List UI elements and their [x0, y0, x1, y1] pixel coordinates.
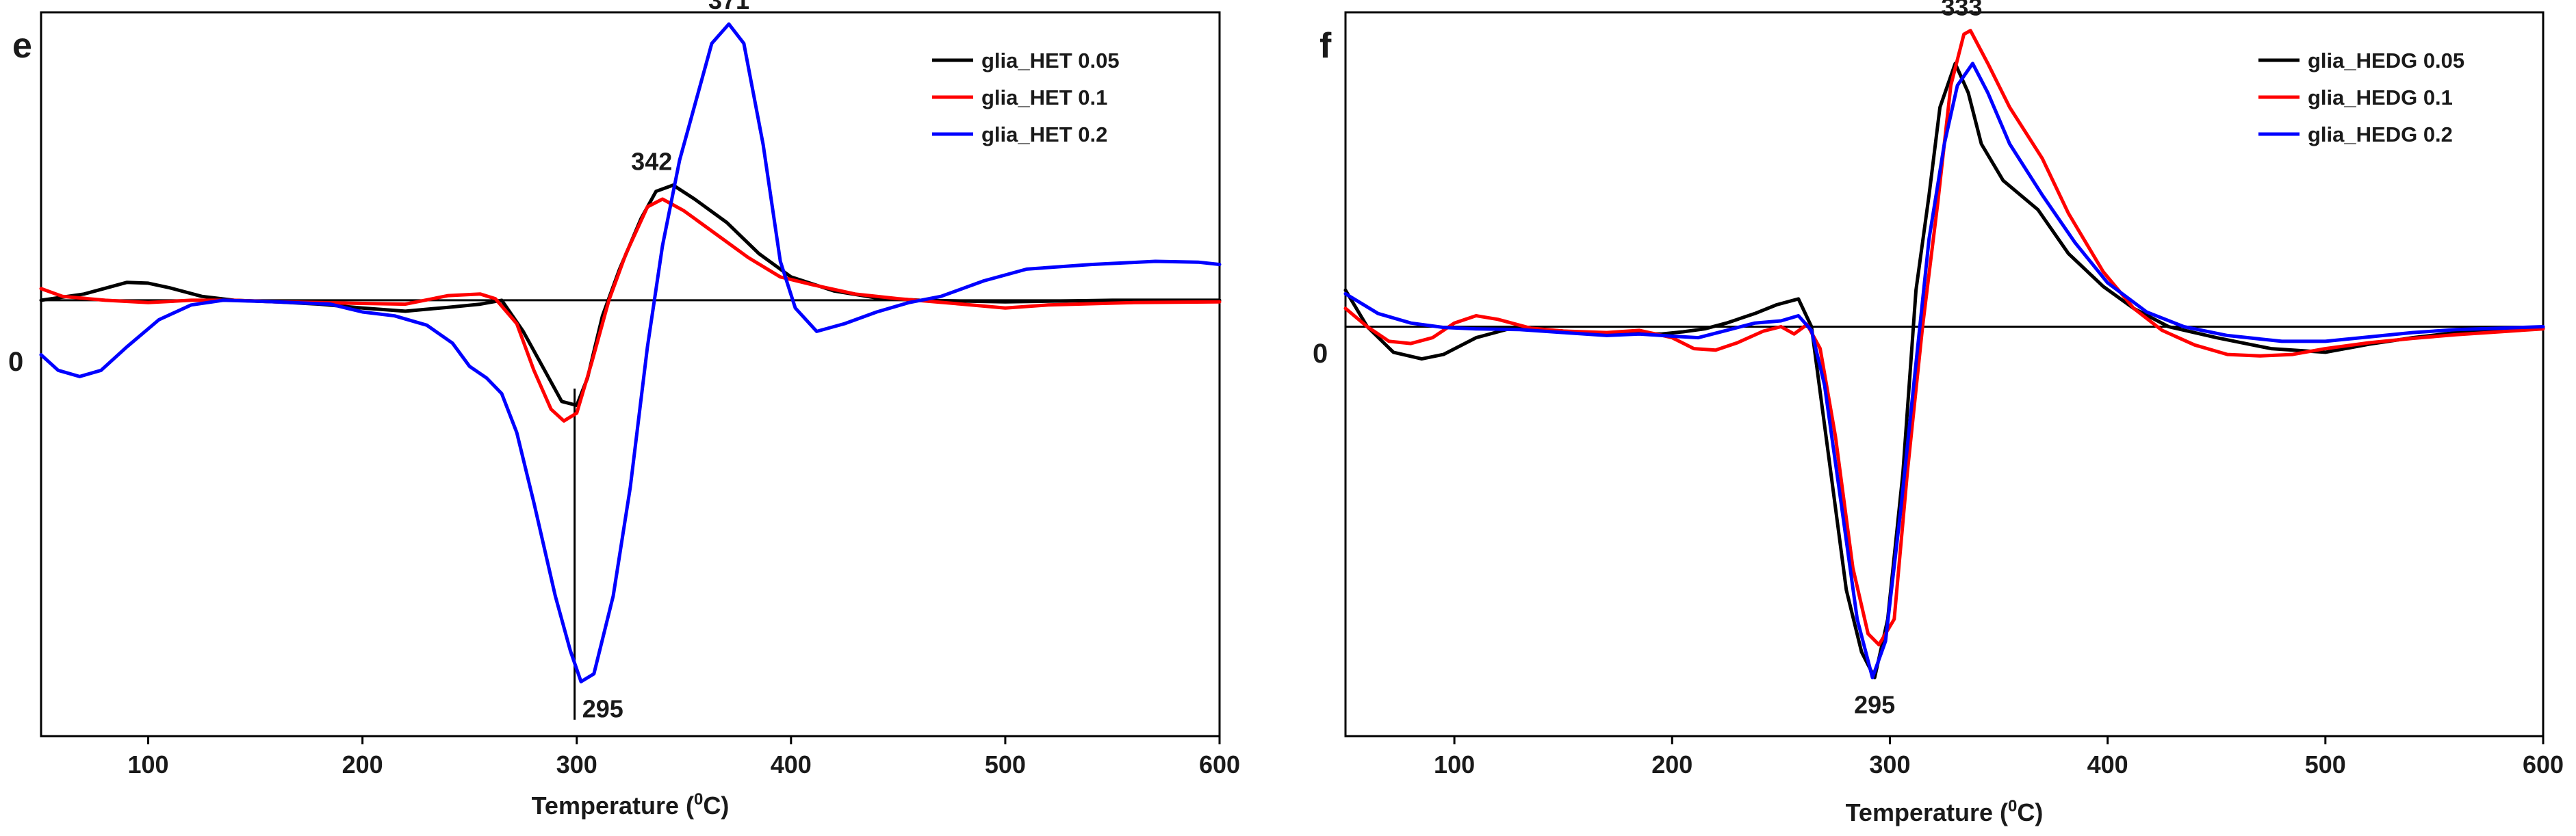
series-group-e	[39, 22, 1222, 683]
x-tick-label: 600	[2523, 750, 2564, 779]
x-tick-label: 400	[771, 750, 812, 779]
annotations-f: 333 295	[1854, 0, 1982, 719]
legend-e: glia_HET 0.05 glia_HET 0.1 glia_HET 0.2	[932, 49, 1120, 146]
x-axis-title-e: Temperature (0C)	[532, 790, 730, 820]
x-tick-label: 100	[1434, 750, 1475, 779]
panel-label-e: e	[12, 26, 32, 66]
series-line-glia_het-0-2	[39, 22, 1222, 683]
panel-e: 100 200 300 400 500 600 371 342 295 glia_HET 0.…	[8, 0, 1240, 820]
peak-annotation: 295	[582, 694, 623, 722]
series-line-glia_het-0-05	[39, 183, 1222, 407]
x-tick-label: 500	[985, 750, 1026, 779]
series-line-glia_het-0-1	[39, 197, 1222, 423]
x-tick-label: 400	[2087, 750, 2128, 779]
legend-f: glia_HEDG 0.05 glia_HEDG 0.1 glia_HEDG 0.2	[2258, 49, 2464, 146]
x-axis-title-f: Temperature (0C)	[1846, 797, 2044, 826]
x-axis-title-end-f: C)	[2017, 798, 2043, 826]
x-axis-title-sup-f: 0	[2008, 797, 2017, 815]
legend-label: glia_HET 0.05	[981, 49, 1120, 73]
plot-frame-e	[40, 11, 1221, 737]
x-tick-label: 600	[1199, 750, 1240, 779]
x-tick-label: 200	[1651, 750, 1692, 779]
x-tick-label: 300	[1869, 750, 1910, 779]
peak-annotation: 295	[1854, 691, 1895, 719]
x-axis-title-main-e: Temperature (	[532, 792, 694, 820]
x-ticks-e: 100 200 300 400 500 600	[128, 736, 1240, 779]
x-axis-title-sup-e: 0	[694, 790, 703, 809]
legend-label: glia_HET 0.1	[981, 86, 1107, 109]
x-axis-title-end-e: C)	[703, 792, 729, 820]
annotations-e: 371 342 295	[582, 0, 749, 722]
legend-label: glia_HET 0.2	[981, 122, 1107, 146]
peak-annotation: 333	[1941, 0, 1982, 21]
plot-frame-f	[1344, 11, 2545, 737]
panel-f: 100 200 300 400 500 600 333 295 glia_HEDG 0.05…	[1313, 0, 2564, 826]
legend-label: glia_HEDG 0.1	[2308, 86, 2453, 109]
series-line-glia_hedg-0-1	[1343, 29, 2545, 646]
series-line-glia_hedg-0-2	[1343, 62, 2545, 679]
series-group-f	[1343, 29, 2545, 679]
x-axis-title-main-f: Temperature (	[1846, 798, 2008, 826]
peak-annotation: 371	[708, 0, 749, 14]
panel-label-f: f	[1319, 26, 1332, 66]
x-tick-label: 300	[556, 750, 597, 779]
x-tick-label: 500	[2305, 750, 2346, 779]
x-tick-label: 100	[128, 750, 169, 779]
zero-label-e: 0	[8, 347, 23, 377]
zero-label-f: 0	[1313, 339, 1328, 369]
legend-label: glia_HEDG 0.2	[2308, 122, 2453, 146]
legend-label: glia_HEDG 0.05	[2308, 49, 2464, 73]
x-tick-label: 200	[342, 750, 383, 779]
x-ticks-f: 100 200 300 400 500 600	[1434, 736, 2564, 779]
peak-annotation: 342	[631, 148, 672, 176]
